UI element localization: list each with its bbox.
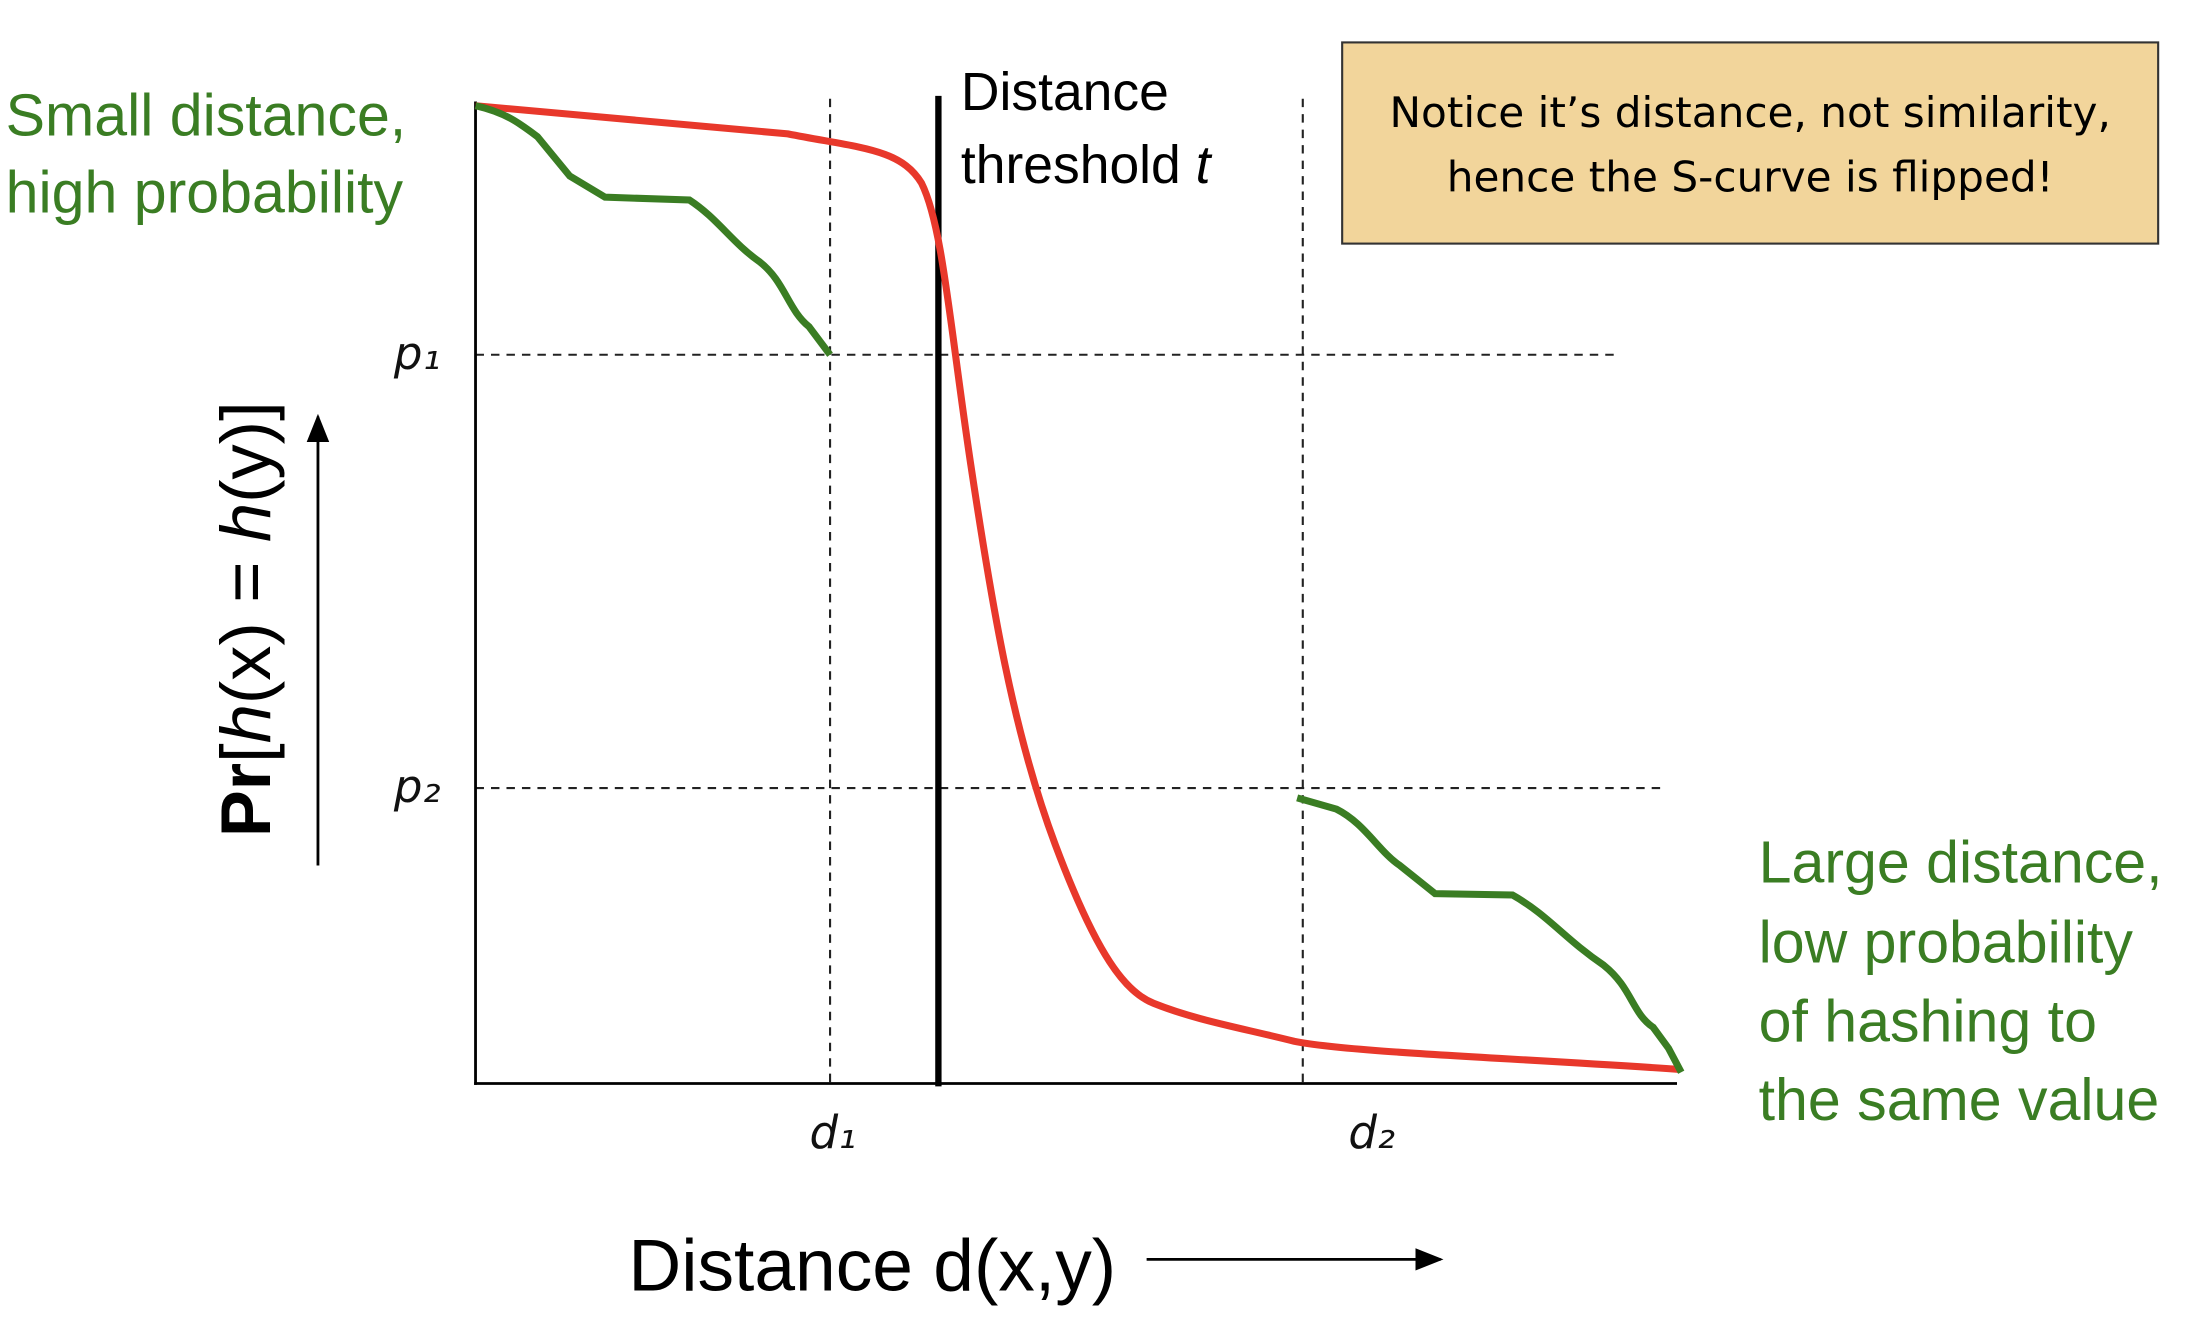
p1-label: p₁: [393, 327, 441, 380]
threshold-label: Distance: [961, 63, 1169, 122]
y-label-part: (x) =: [206, 542, 285, 704]
note-box: [1341, 41, 2160, 245]
y-label-part: [: [206, 743, 285, 763]
threshold-label: threshold t: [961, 136, 1213, 195]
threshold-variable: t: [1196, 136, 1213, 195]
y-label-part: (y)]: [206, 401, 285, 503]
ideal-curve-low: [1296, 794, 1685, 1074]
threshold-text: threshold: [961, 136, 1181, 195]
right-label-line: of hashing to: [1759, 988, 2097, 1054]
d2-label: d₂: [1348, 1106, 1395, 1159]
p2-label: p₂: [393, 760, 441, 813]
y-label-part: Pr: [206, 763, 285, 837]
d1-label: d₁: [810, 1106, 857, 1159]
left-label-line: high probability: [6, 160, 404, 226]
right-label-line: low probability: [1759, 910, 2134, 976]
s-curve: [475, 102, 1681, 1073]
y-label-part: h: [206, 503, 285, 542]
note-line: hence the S-curve is flipped!: [1447, 153, 2054, 202]
note-line: Notice it’s distance, not similarity,: [1389, 88, 2110, 137]
y-axis-label: Pr[h(x) = h(y)]: [206, 401, 285, 837]
left-label-line: Small distance,: [6, 82, 407, 148]
y-label-part: h: [206, 704, 285, 743]
right-label-line: the same value: [1759, 1067, 2160, 1133]
x-axis-label: Distance d(x,y): [628, 1224, 1116, 1306]
right-label-line: Large distance,: [1759, 829, 2163, 895]
ideal-curve-high: [474, 102, 833, 357]
